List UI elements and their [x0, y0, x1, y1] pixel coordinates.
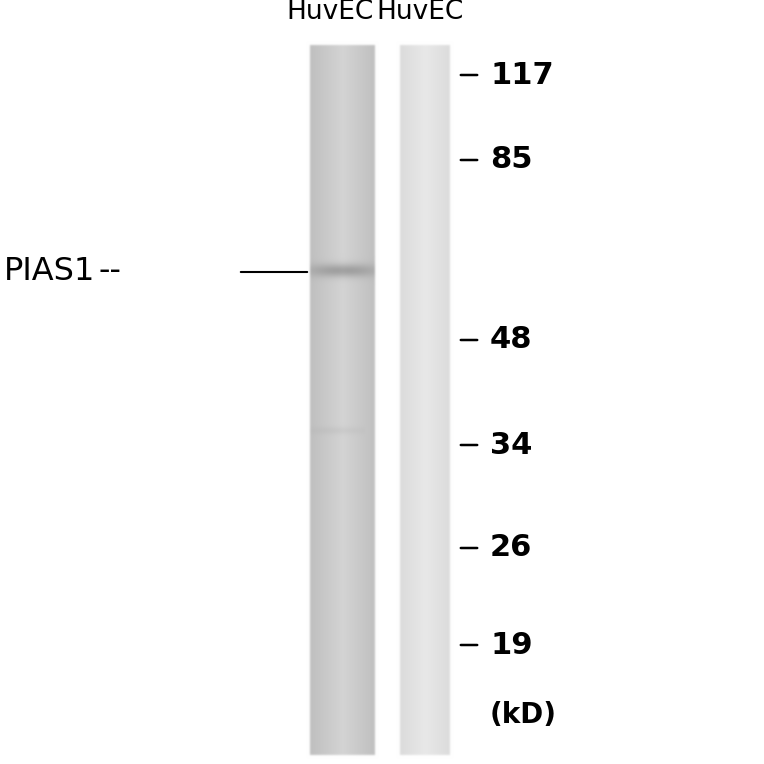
- Text: 34: 34: [490, 430, 533, 459]
- Text: 26: 26: [490, 533, 533, 562]
- Text: 48: 48: [490, 325, 533, 354]
- Text: --: --: [98, 257, 121, 287]
- Text: 19: 19: [490, 630, 533, 659]
- Text: 117: 117: [490, 60, 554, 89]
- Text: 85: 85: [490, 145, 533, 174]
- Text: PIAS1: PIAS1: [4, 257, 95, 287]
- Text: HuvEC: HuvEC: [286, 0, 374, 25]
- Text: HuvEC: HuvEC: [377, 0, 464, 25]
- Text: (kD): (kD): [490, 701, 557, 729]
